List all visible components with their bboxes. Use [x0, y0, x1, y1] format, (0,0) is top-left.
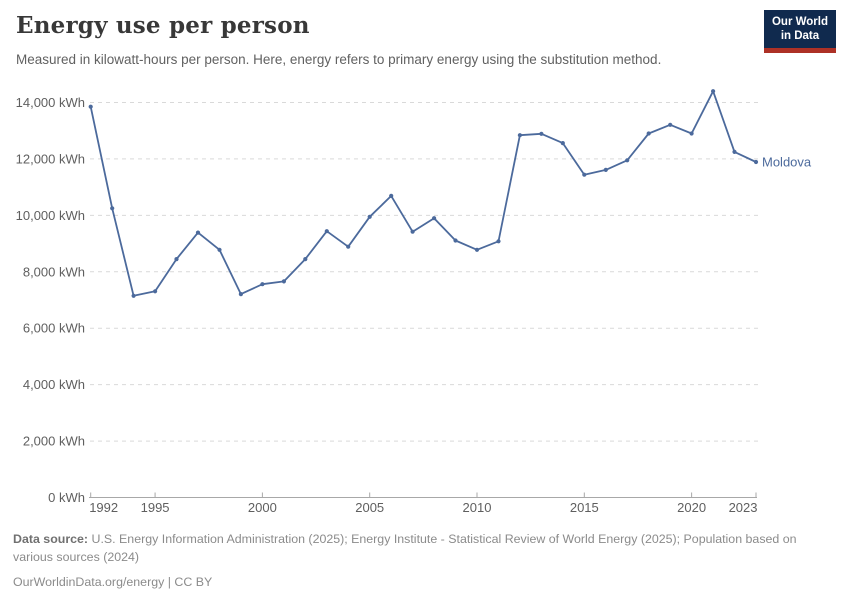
series-layer — [88, 89, 759, 298]
chart-footer: Data source: U.S. Energy Information Adm… — [13, 531, 825, 592]
owid-logo-line2: in Data — [780, 30, 820, 43]
data-point-2009 — [453, 238, 458, 243]
entity-label-moldova[interactable]: Moldova — [762, 155, 812, 170]
data-point-2020 — [689, 131, 694, 136]
data-point-2002 — [303, 257, 308, 262]
data-point-2001 — [281, 279, 286, 284]
x-axis-tick-label: 2010 — [463, 500, 492, 515]
data-point-2017 — [625, 158, 630, 163]
x-axis-tick-label: 2000 — [248, 500, 277, 515]
data-point-1999 — [238, 292, 243, 297]
y-axis-tick-label: 14,000 kWh — [16, 95, 85, 110]
data-point-2007 — [410, 229, 415, 234]
x-axis-tick-label: 2020 — [677, 500, 706, 515]
data-point-1997 — [195, 230, 201, 235]
data-point-2006 — [389, 193, 394, 198]
data-point-2022 — [732, 149, 737, 154]
data-point-1993 — [110, 206, 115, 211]
data-point-2010 — [474, 247, 480, 252]
y-axis-tick-label: 0 kWh — [48, 490, 85, 505]
data-point-2012 — [517, 133, 523, 138]
line-chart-canvas: 0 kWh 2,000 kWh 4,000 kWh 6,000 kWh 8,000 kW… — [16, 89, 812, 515]
data-point-2008 — [432, 216, 437, 221]
data-point-1996 — [174, 257, 179, 262]
data-point-1994 — [131, 293, 136, 298]
data-point-2023 — [753, 159, 759, 165]
data-point-2004 — [346, 244, 351, 249]
x-axis-tick-label: 2015 — [570, 500, 599, 515]
data-source-line: Data source: U.S. Energy Information Adm… — [13, 531, 825, 567]
data-source-label: Data source: — [13, 532, 89, 546]
data-point-2000 — [260, 282, 265, 287]
owid-logo-line1: Our World — [771, 16, 828, 28]
data-point-1995 — [153, 289, 158, 294]
x-axis-tick-label: 2023 — [729, 500, 758, 515]
data-point-1998 — [217, 247, 222, 252]
data-point-2003 — [324, 229, 329, 234]
y-axis-tick-label: 4,000 kWh — [23, 377, 85, 392]
data-point-2019 — [668, 122, 673, 127]
data-point-2016 — [603, 167, 608, 172]
y-axis-tick-label: 12,000 kWh — [16, 151, 85, 166]
data-point-2013 — [539, 131, 544, 136]
moldova-line — [89, 90, 757, 297]
data-point-2005 — [367, 214, 372, 219]
data-point-1992 — [88, 104, 93, 109]
x-axis-tick-label: 2005 — [355, 500, 384, 515]
data-source-text: U.S. Energy Information Administration (… — [13, 532, 797, 564]
data-point-2011 — [496, 239, 501, 244]
data-point-2015 — [582, 172, 587, 177]
chart-title: Energy use per person — [16, 12, 310, 39]
x-axis-tick-label: 1995 — [141, 500, 170, 515]
x-axis-tick-label: 1992 — [89, 500, 118, 515]
y-axis-tick-label: 2,000 kWh — [23, 434, 85, 449]
gridlines-layer: 0 kWh 2,000 kWh 4,000 kWh 6,000 kWh 8,000 kW… — [16, 95, 761, 505]
data-point-2021 — [711, 89, 716, 94]
y-axis-tick-label: 8,000 kWh — [23, 264, 85, 279]
y-axis-tick-label: 10,000 kWh — [16, 208, 85, 223]
chart-subtitle: Measured in kilowatt-hours per person. H… — [16, 52, 662, 67]
data-point-2018 — [646, 131, 651, 136]
y-axis-tick-label: 6,000 kWh — [23, 321, 85, 336]
owid-logo[interactable]: Our World in Data — [763, 10, 836, 53]
owid-license-link[interactable]: OurWorldinData.org/energy | CC BY — [13, 574, 213, 589]
x-axis-layer: 1992 1995 2000 2005 2010 2015 2020 2023 — [89, 492, 758, 515]
data-point-2014 — [560, 141, 565, 146]
